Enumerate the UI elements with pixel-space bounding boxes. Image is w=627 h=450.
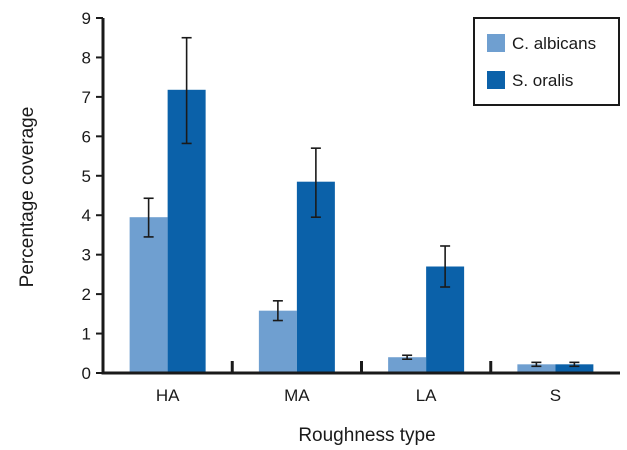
bar	[555, 364, 594, 373]
y-tick-label: 2	[82, 285, 91, 304]
x-tick-label: LA	[416, 386, 437, 405]
bar	[517, 364, 556, 373]
y-tick-label: 5	[82, 167, 91, 186]
x-tick-label: HA	[156, 386, 180, 405]
legend-swatch	[487, 71, 505, 89]
legend-swatch	[487, 34, 505, 52]
y-tick-label: 4	[82, 206, 91, 225]
y-tick-label: 3	[82, 246, 91, 265]
x-axis-title: Roughness type	[298, 425, 435, 446]
y-tick-label: 9	[82, 9, 91, 28]
y-axis-title: Percentage coverage	[17, 107, 38, 288]
legend: C. albicans S. oralis	[473, 17, 620, 106]
plot-area: 0 1 2 3 4 5 6 7 8 9 HA MA LA S	[82, 9, 620, 405]
bar	[129, 217, 168, 373]
y-tick-label: 1	[82, 325, 91, 344]
y-tick-label: 0	[82, 364, 91, 383]
y-tick-label: 8	[82, 48, 91, 67]
y-tick-label: 6	[82, 127, 91, 146]
x-tick-label: MA	[284, 386, 310, 405]
bar	[388, 357, 427, 373]
legend-label: S. oralis	[512, 71, 573, 90]
y-tick-label: 7	[82, 88, 91, 107]
legend-label: C. albicans	[512, 34, 596, 53]
legend-box	[473, 17, 620, 106]
x-tick-label: S	[550, 386, 561, 405]
